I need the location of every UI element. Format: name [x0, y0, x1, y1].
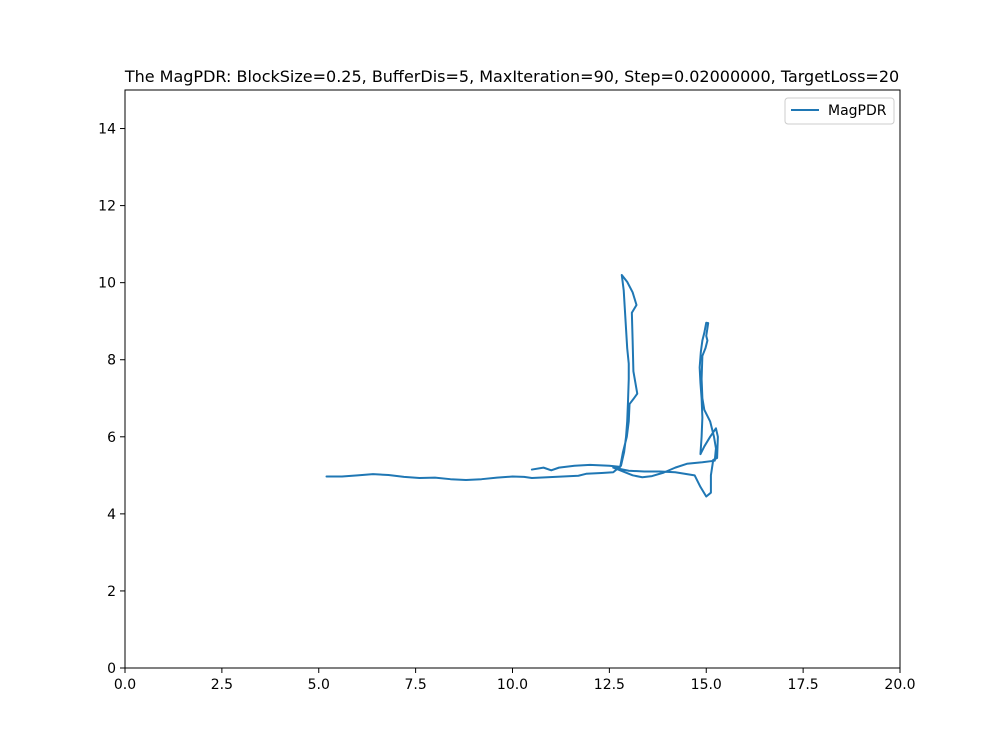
- x-tick-label: 5.0: [308, 677, 330, 693]
- legend-label-magpdr: MagPDR: [828, 103, 887, 119]
- x-tick-label: 20.0: [884, 677, 915, 693]
- series-line-magpdr: [325, 273, 639, 481]
- y-tick-label: 0: [107, 661, 116, 677]
- legend: MagPDR: [784, 97, 895, 125]
- y-tick-label: 8: [107, 353, 116, 369]
- y-tick-label: 10: [98, 276, 116, 292]
- x-axis-ticks: 0.0 2.5 5.0 7.5 10.0 12.5 15.0 17.5 20.0: [114, 668, 916, 693]
- x-tick-label: 7.5: [404, 677, 426, 693]
- y-tick-label: 12: [98, 199, 116, 215]
- y-tick-label: 6: [107, 430, 116, 446]
- y-axis-ticks: 0 2 4 6 8 10 12 14: [98, 122, 125, 677]
- x-tick-label: 17.5: [788, 677, 819, 693]
- x-tick-label: 15.0: [691, 677, 722, 693]
- plot-layer: [325, 273, 719, 498]
- y-tick-label: 4: [107, 507, 116, 523]
- x-tick-label: 2.5: [211, 677, 233, 693]
- legend-box: [784, 97, 895, 125]
- y-tick-label: 2: [107, 584, 116, 600]
- x-tick-label: 0.0: [114, 677, 136, 693]
- series-line-magpdr-segment-2: [612, 321, 719, 498]
- x-tick-label: 12.5: [594, 677, 625, 693]
- y-tick-label: 14: [98, 122, 116, 138]
- chart-title: The MagPDR: BlockSize=0.25, BufferDis=5,…: [124, 67, 899, 86]
- x-tick-label: 10.0: [497, 677, 528, 693]
